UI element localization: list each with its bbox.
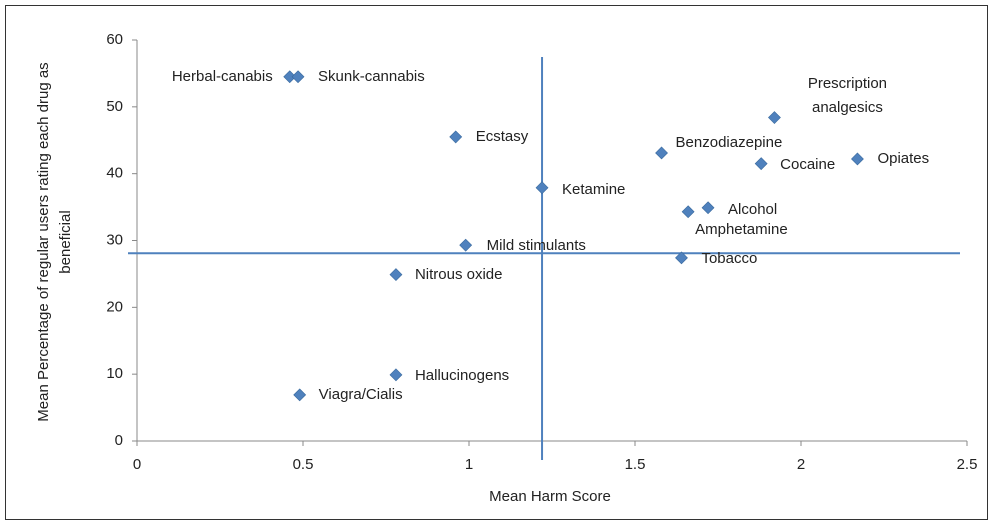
y-tick-label: 10 xyxy=(106,365,123,382)
point xyxy=(535,181,549,195)
point-label: Nitrous oxide xyxy=(414,265,503,283)
point-label: Ketamine xyxy=(562,180,626,198)
x-tick-label: 2 xyxy=(797,456,805,473)
y-tick-label: 0 xyxy=(115,432,123,449)
point-label: Prescription analgesics xyxy=(807,74,888,116)
point-label: Benzodiazepine xyxy=(675,133,783,151)
x-tick-label: 1.5 xyxy=(625,456,646,473)
x-tick-label: 0.5 xyxy=(293,456,314,473)
point xyxy=(459,238,473,252)
point-label: Amphetamine xyxy=(695,220,788,238)
frame xyxy=(5,5,988,520)
x-tick-label: 0 xyxy=(133,456,141,473)
point xyxy=(389,368,403,382)
point-label: Ecstasy xyxy=(475,127,529,145)
point-label: Viagra/Cialis xyxy=(318,385,403,403)
point xyxy=(449,130,463,144)
y-tick-label: 40 xyxy=(106,165,123,182)
y-tick-label: 30 xyxy=(106,231,123,248)
point-label: Alcohol xyxy=(728,200,778,218)
point-label: Hallucinogens xyxy=(414,366,510,384)
x-axis-title: Mean Harm Score xyxy=(489,488,611,505)
point-label: Opiates xyxy=(877,149,930,167)
point xyxy=(293,388,307,402)
point xyxy=(291,70,305,84)
point-label: Skunk-cannabis xyxy=(318,67,425,85)
point xyxy=(851,152,864,166)
y-tick-label: 20 xyxy=(106,298,123,315)
point xyxy=(675,251,688,265)
point-label: Mild stimulants xyxy=(486,237,586,255)
point-label: Cocaine xyxy=(780,155,836,173)
y-tick-label: 50 xyxy=(106,98,123,115)
point xyxy=(389,268,403,282)
x-tick-label: 1 xyxy=(465,456,473,473)
point xyxy=(768,111,781,124)
point-label: Herbal-canabis xyxy=(171,67,273,85)
point-label: Tobacco xyxy=(701,249,758,267)
y-axis-title: Mean Percentage of regular users rating … xyxy=(35,62,74,422)
point xyxy=(701,201,715,215)
point xyxy=(754,157,768,171)
point xyxy=(681,205,695,219)
x-tick-label: 2.5 xyxy=(957,456,978,473)
point xyxy=(655,146,668,160)
y-tick-label: 60 xyxy=(106,31,123,48)
